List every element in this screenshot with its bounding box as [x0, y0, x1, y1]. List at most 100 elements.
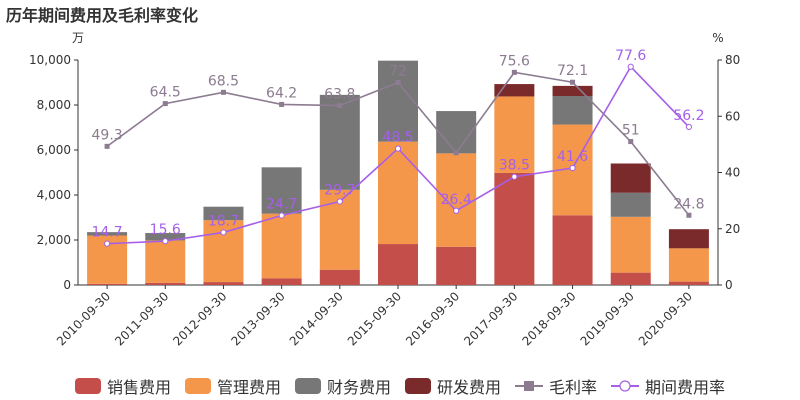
legend-marker [294, 378, 321, 394]
gross-margin-label: 75.6 [499, 53, 530, 69]
expense-rate-point [453, 207, 460, 214]
expense-rate-point [627, 63, 634, 70]
expense-rate-point [162, 238, 169, 245]
bar-0 [436, 246, 477, 285]
bar-1 [436, 153, 477, 247]
bar-0 [145, 282, 186, 285]
gross-margin-label: 64.5 [150, 85, 181, 101]
legend-marker [515, 381, 544, 391]
bar-0 [378, 244, 418, 285]
expense-rate-label: 26.4 [441, 192, 472, 208]
bar-2 [378, 60, 418, 142]
bar-3 [668, 229, 709, 249]
x-tick-label: 2018-09-30 [519, 289, 578, 348]
x-tick-label: 2015-09-30 [345, 289, 404, 348]
y-tick-label: 8,000 [37, 98, 71, 112]
legend-marker [74, 378, 101, 394]
gross-margin-point [162, 101, 168, 107]
expense-rate-point [685, 123, 693, 131]
legend-label: 研发费用 [437, 378, 502, 397]
legend-item[interactable]: 销售费用 [74, 374, 171, 398]
gross-margin-label: 24.8 [673, 196, 704, 212]
legend-label: 财务费用 [326, 378, 391, 397]
expense-rate-point [220, 229, 227, 236]
gross-margin-label: 68.5 [208, 73, 239, 89]
gross-margin-label: 72.1 [557, 63, 588, 79]
expense-rate-label: 56.2 [673, 108, 704, 124]
y-tick-label: 0 [63, 278, 71, 292]
legend-marker [611, 380, 640, 392]
legend-label: 管理费用 [216, 378, 281, 397]
y2-tick-label: 20 [725, 222, 740, 236]
legend-item[interactable]: 期间费用率 [611, 374, 725, 398]
expense-rate-label: 38.5 [499, 158, 530, 174]
gross-margin-point [395, 80, 401, 85]
legend-label: 销售费用 [106, 378, 171, 397]
right-axis-unit: % [712, 31, 723, 45]
bar-0 [668, 281, 709, 285]
legend-item[interactable]: 管理费用 [184, 374, 281, 398]
chart-title: 历年期间费用及毛利率变化 [6, 6, 199, 25]
expense-rate-label: 14.7 [92, 225, 123, 241]
x-tick-label: 2012-09-30 [170, 289, 229, 348]
y-tick-label: 2,000 [37, 233, 71, 247]
legend-marker [405, 378, 431, 394]
expense-rate-label: 77.6 [615, 48, 646, 64]
gross-margin-point [279, 101, 285, 107]
legend-item[interactable]: 毛利率 [515, 374, 597, 398]
gross-margin-point [453, 150, 459, 156]
expense-rate-label: 48.5 [382, 130, 413, 146]
expense-rate-label: 15.6 [150, 222, 181, 238]
expense-rate-point [511, 173, 518, 180]
bar-2 [87, 232, 128, 236]
bar-2 [145, 233, 186, 241]
y2-tick-label: 0 [725, 278, 733, 292]
bar-0 [319, 269, 360, 285]
legend-label: 期间费用率 [645, 378, 726, 397]
bar-3 [610, 163, 651, 193]
bar-2 [319, 94, 360, 190]
gross-margin-label: 51 [622, 123, 640, 139]
y-tick-label: 10,000 [29, 53, 71, 67]
legend-marker [184, 378, 211, 394]
x-tick-label: 2016-09-30 [403, 289, 462, 348]
legend-item[interactable]: 财务费用 [294, 374, 391, 398]
y-tick-label: 4,000 [37, 188, 71, 202]
gross-margin-point [570, 79, 576, 85]
bar-0 [552, 215, 593, 285]
y2-tick-label: 80 [725, 53, 740, 67]
bar-2 [203, 206, 244, 221]
bar-1 [261, 213, 302, 279]
left-axis-unit: 万 [72, 31, 84, 45]
bar-0 [87, 283, 128, 285]
chart-svg: 0 2,000 4,000 6,000 8,000 10,000 0 20 40 60 80 万 % 20… [29, 31, 740, 348]
bar-1 [668, 248, 709, 282]
x-tick-label: 2014-09-30 [287, 289, 346, 348]
bar-0 [203, 282, 244, 285]
bar-0 [494, 172, 535, 285]
bar-3 [494, 84, 535, 97]
legend-item[interactable]: 研发费用 [405, 374, 501, 398]
y2-tick-label: 40 [725, 166, 740, 180]
expense-rate-label: 24.7 [266, 197, 297, 213]
chart-legend: 销售费用 管理费用 财务费用 研发费用 毛利率 期间费用率 [0, 374, 800, 398]
x-tick-label: 2017-09-30 [461, 289, 520, 348]
bar-1 [494, 96, 535, 173]
gross-margin-point [686, 212, 692, 218]
gross-margin-point [104, 143, 110, 149]
bar-2 [261, 167, 302, 214]
x-tick-label: 2011-09-30 [112, 289, 171, 348]
expense-rate-point [394, 145, 402, 152]
x-tick-label: 2013-09-30 [229, 289, 288, 348]
expense-rate-point [336, 198, 343, 205]
gross-margin-label: 49.3 [92, 127, 123, 143]
expense-rate-point [103, 240, 111, 247]
x-tick-label: 2020-09-30 [636, 289, 695, 348]
gross-margin-label: 72 [389, 64, 407, 80]
bar-2 [552, 96, 593, 125]
expense-rate-point [569, 164, 576, 172]
bar-1 [378, 141, 418, 245]
bar-2 [436, 111, 477, 154]
gross-margin-point [628, 139, 634, 145]
